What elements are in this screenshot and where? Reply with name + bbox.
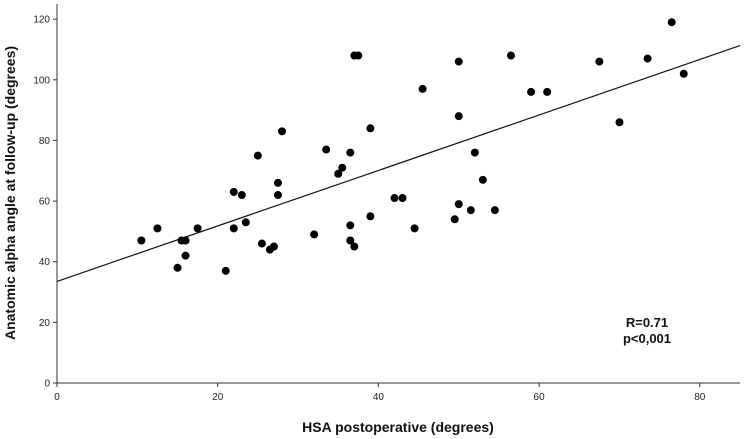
data-point xyxy=(470,148,479,157)
r-value-annotation: R=0.71 xyxy=(626,315,668,330)
data-point xyxy=(137,236,146,245)
data-point xyxy=(366,124,375,133)
p-value-annotation: p<0,001 xyxy=(623,331,671,346)
data-point xyxy=(229,224,238,233)
y-tick-label: 20 xyxy=(39,318,51,329)
data-point xyxy=(273,191,282,200)
data-point xyxy=(173,263,182,272)
data-point xyxy=(543,87,552,96)
y-tick-label: 0 xyxy=(44,379,50,390)
x-tick-label: 60 xyxy=(534,392,546,403)
data-point xyxy=(354,51,363,60)
data-point xyxy=(322,145,331,154)
data-point xyxy=(241,218,250,227)
y-axis-title: Anatomic alpha angle at follow-up (degre… xyxy=(2,46,18,340)
data-point xyxy=(334,169,343,178)
data-point xyxy=(181,236,190,245)
y-tick-label: 120 xyxy=(33,15,50,26)
y-tick-label: 80 xyxy=(39,136,51,147)
x-tick-label: 20 xyxy=(212,392,224,403)
data-point xyxy=(454,200,463,209)
data-point xyxy=(153,224,162,233)
data-point xyxy=(390,194,399,203)
data-point xyxy=(310,230,319,239)
data-point xyxy=(346,221,355,230)
x-tick-label: 80 xyxy=(694,392,706,403)
data-point xyxy=(418,84,427,93)
data-point xyxy=(490,206,499,215)
data-point xyxy=(466,206,475,215)
data-points xyxy=(137,18,688,275)
data-point xyxy=(277,127,286,136)
data-point xyxy=(237,191,246,200)
y-tick-label: 60 xyxy=(39,197,51,208)
data-point xyxy=(350,242,359,251)
data-point xyxy=(269,242,278,251)
data-point xyxy=(478,175,487,184)
y-tick-label: 100 xyxy=(33,75,50,86)
data-point xyxy=(346,236,355,245)
axis-ticks: 0 20 40 60 80 0 20 40 60 80 100 120 xyxy=(33,15,706,403)
data-point xyxy=(257,239,266,248)
data-point xyxy=(410,224,419,233)
data-point xyxy=(346,148,355,157)
data-point xyxy=(193,224,202,233)
data-point xyxy=(221,266,230,275)
data-point xyxy=(643,54,652,63)
x-tick-label: 40 xyxy=(373,392,385,403)
data-point xyxy=(229,187,238,196)
data-point xyxy=(506,51,515,60)
data-point xyxy=(527,87,536,96)
data-point xyxy=(595,57,604,66)
data-point xyxy=(450,215,459,224)
data-point xyxy=(273,178,282,187)
x-tick-label: 0 xyxy=(54,392,60,403)
data-point xyxy=(454,112,463,121)
data-point xyxy=(338,163,347,172)
data-point xyxy=(398,194,407,203)
data-point xyxy=(366,212,375,221)
plot-area xyxy=(56,4,740,384)
data-point xyxy=(615,118,624,127)
data-point xyxy=(679,69,688,78)
x-axis-title: HSA postoperative (degrees) xyxy=(302,419,494,435)
regression-line xyxy=(56,45,741,282)
data-point xyxy=(667,18,676,27)
data-point xyxy=(454,57,463,66)
y-tick-label: 40 xyxy=(39,257,51,268)
data-point xyxy=(253,151,262,160)
data-point xyxy=(181,251,190,260)
